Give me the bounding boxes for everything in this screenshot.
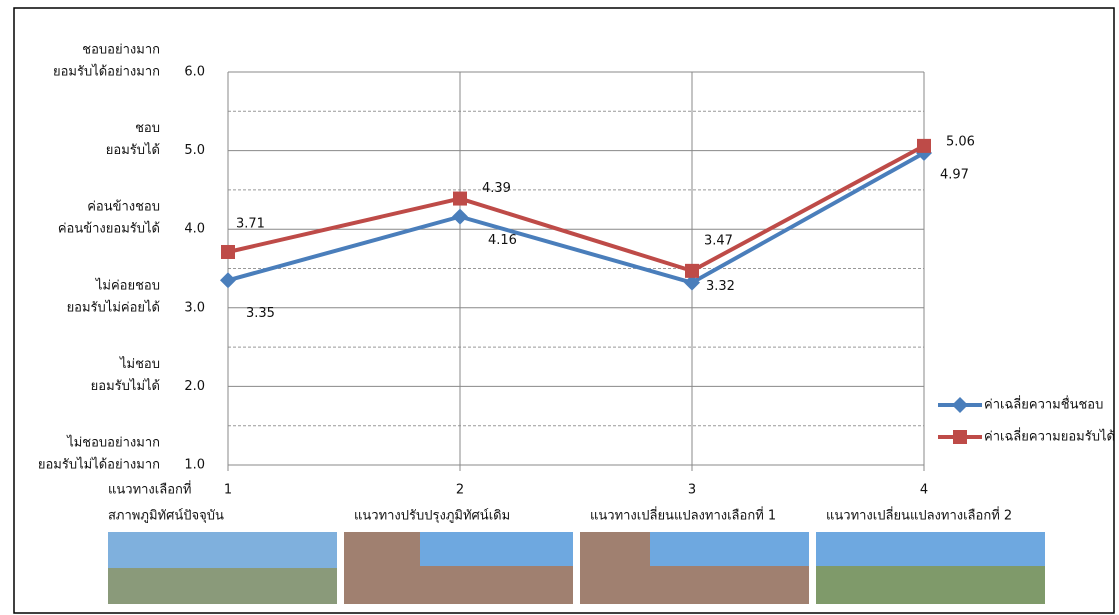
y-level-label: ค่อนข้างชอบ [87,200,160,215]
y-tick-label: 4.0 [184,222,205,237]
x-category-description: แนวทางปรับปรุงภูมิทัศน์เดิม [354,508,510,524]
y-level-label: ค่อนข้างยอมรับได้ [58,221,160,237]
y-level-label: ยอมรับไม่ได้ [91,378,160,394]
y-tick-label: 6.0 [184,65,205,80]
photo-sky [108,532,337,568]
data-label: 5.06 [946,134,975,149]
y-tick-label: 5.0 [184,143,205,158]
point [685,263,699,278]
x-tick-label: 3 [688,483,696,498]
photos [108,532,1045,604]
legend-marker [953,430,967,444]
point [221,244,235,259]
photo-sky [420,532,573,566]
y-level-label: ยอมรับไม่ได้อย่างมาก [38,457,160,473]
x-tick-label: 4 [920,483,928,498]
point [917,138,931,153]
y-level-label: ชอบอย่างมาก [82,43,160,58]
data-label: 4.97 [940,167,969,182]
series-line [227,151,925,285]
y-level-label: ไม่ค่อยชอบ [95,277,160,293]
y-level-label: ยอมรับได้อย่างมาก [53,64,160,80]
data-label: 3.71 [236,216,265,231]
point [684,274,700,291]
y-level-label: ไม่ชอบอย่างมาก [66,435,160,451]
data-label: 3.32 [706,279,735,294]
photo-sky [650,532,809,566]
x-tick-label: 1 [224,483,232,498]
series-line [227,144,925,273]
x-category-description: แนวทางเปลี่ยนแปลงทางเลือกที่ 2 [826,507,1012,524]
data-label: 4.39 [482,181,511,196]
point [220,272,236,289]
y-level-label: ยอมรับไม่ค่อยได้ [67,299,160,315]
point [453,191,467,206]
photo-sky [816,532,1045,566]
x-category-description: สภาพภูมิทัศน์ปัจจุบัน [108,508,224,524]
legend-label: ค่าเฉลี่ยความชื่นชอบ [984,396,1103,413]
x-category-description: แนวทางเปลี่ยนแปลงทางเลือกที่ 1 [590,507,776,524]
frame [13,7,1115,614]
y-tick-label: 3.0 [184,300,205,315]
y-level-label: ไม่ชอบ [119,356,160,372]
legend-label: ค่าเฉลี่ยความยอมรับได้ [984,428,1115,445]
data-label: 4.16 [488,233,517,248]
point [452,208,468,225]
x-label-prefix: แนวทางเลือกที่ [108,481,191,498]
x-tick-label: 2 [456,483,464,498]
legend-marker [952,397,968,413]
y-tick-label: 1.0 [184,458,205,473]
data-label: 3.35 [246,306,275,321]
y-level-label: ชอบ [135,121,160,136]
y-level-label: ยอมรับได้ [106,142,160,158]
data-label: 3.47 [704,233,733,248]
y-tick-label: 2.0 [184,379,205,394]
